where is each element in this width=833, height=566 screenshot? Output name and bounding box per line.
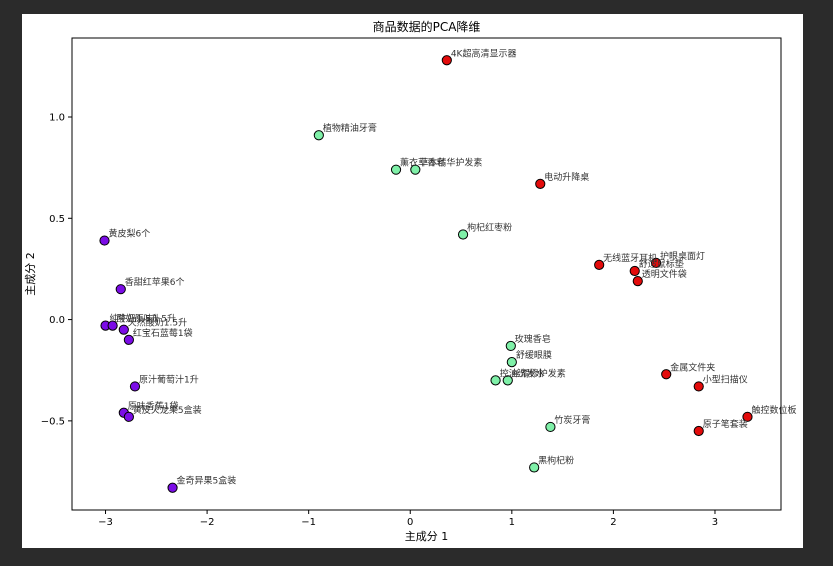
- data-point: [457, 229, 469, 240]
- data-point-label: 金属文件夹: [670, 361, 715, 373]
- data-point: [742, 411, 753, 422]
- data-point-label: 舒缓眼膜: [516, 349, 552, 361]
- data-point-label: 酸奶原味1.5升: [117, 313, 176, 325]
- data-point-label: 小型扫描仪: [703, 373, 748, 385]
- data-point: [167, 482, 178, 493]
- data-point: [123, 334, 134, 345]
- data-point: [506, 357, 517, 368]
- data-point: [99, 235, 110, 246]
- data-point: [632, 275, 643, 287]
- y-tick-label: 0.0: [49, 315, 65, 326]
- point-labels: 黄皮梨6个香甜红苹果6个纯牛奶1.5升酸奶原味1.5升天然酸奶1.5升红宝石蓝莓…: [109, 47, 797, 486]
- data-point: [661, 369, 672, 380]
- data-point-label: 黄皮梨6个: [109, 228, 151, 240]
- x-axis-title: 主成分 1: [405, 530, 449, 543]
- data-point-label: 触控数位板: [751, 404, 796, 416]
- data-point-label: 护眼桌面灯: [660, 250, 705, 262]
- data-point-label: 玫瑰香皂: [515, 333, 551, 345]
- data-point-label: 4K超高清显示器: [451, 47, 517, 59]
- data-point: [123, 411, 134, 422]
- x-tick-label: 2: [610, 517, 616, 528]
- data-point: [107, 320, 118, 331]
- data-point: [490, 375, 501, 386]
- data-point: [693, 425, 704, 437]
- data-point-label: 电动升降桌: [544, 171, 589, 183]
- x-tick-label: 1: [509, 517, 515, 528]
- pca-scatter-chart: 商品数据的PCA降维 主成分 1 主成分 2 −3 −2 −1 0 1 2 3 −0.5 0.0…: [24, 19, 797, 543]
- data-point-label: 竹炭牙膏: [554, 414, 590, 426]
- data-point-label: 无线蓝牙耳机: [603, 252, 657, 264]
- data-point: [502, 375, 513, 386]
- data-point-label: 黄皮火龙果5盒装: [133, 404, 202, 416]
- data-point-label: 枸杞红枣粉: [467, 221, 512, 233]
- x-tick-label: −3: [98, 517, 113, 528]
- data-point-label: 原子笔套装: [703, 418, 748, 430]
- y-axis-title: 主成分 2: [24, 252, 37, 296]
- data-point: [650, 257, 662, 268]
- data-point: [505, 340, 516, 352]
- data-point: [545, 421, 556, 433]
- x-tick-label: −1: [301, 517, 316, 528]
- data-point-label: 香甜红苹果6个: [125, 276, 185, 288]
- data-point: [535, 178, 546, 189]
- data-point: [629, 265, 640, 277]
- y-tick-label: 1.0: [49, 113, 65, 124]
- plot-area-frame: [71, 37, 782, 511]
- x-tick-label: 3: [712, 517, 718, 528]
- data-point-label: 原汁葡萄汁1升: [139, 373, 199, 385]
- data-point: [390, 164, 402, 175]
- data-point-label: 控油洗发水: [500, 367, 545, 379]
- data-point-label: 天然酸奶1.5升: [128, 317, 187, 329]
- data-point: [313, 130, 324, 141]
- axis-ticks: −3 −2 −1 0 1 2 3 −0.5 0.0 0.5 1.0: [41, 113, 718, 528]
- figure-canvas: 商品数据的PCA降维 主成分 1 主成分 2 −3 −2 −1 0 1 2 3 −0.5 0.0…: [22, 14, 803, 548]
- data-point-label: 红宝石蓝莓1袋: [133, 327, 193, 339]
- scatter-points: [99, 55, 753, 493]
- data-point-label: 舒适鼠标垫: [639, 258, 684, 270]
- data-point: [529, 462, 540, 473]
- data-point-label: 草本精华护发素: [419, 157, 482, 169]
- data-point-label: 透明文件袋: [642, 268, 687, 280]
- data-point: [118, 324, 129, 335]
- data-point-label: 薰衣草香皂: [400, 157, 445, 169]
- data-point-label: 丝滑修护发素: [512, 367, 566, 379]
- data-point-label: 植物精油牙膏: [323, 122, 377, 134]
- data-point-label: 黑枸杞粉: [538, 454, 574, 466]
- data-point: [129, 381, 141, 392]
- x-tick-label: 0: [407, 517, 413, 528]
- data-point: [115, 284, 126, 295]
- data-point-label: 金奇异果5盒装: [177, 475, 237, 487]
- data-point: [410, 164, 421, 175]
- data-point: [594, 259, 605, 270]
- data-point: [693, 381, 704, 392]
- x-tick-label: −2: [200, 517, 215, 528]
- y-tick-label: −0.5: [41, 416, 65, 427]
- chart-title: 商品数据的PCA降维: [373, 19, 481, 34]
- data-point-label: 原味香蕉1袋: [128, 400, 179, 412]
- y-tick-label: 0.5: [49, 214, 65, 225]
- data-point-label: 纯牛奶1.5升: [110, 313, 160, 325]
- data-point: [441, 55, 452, 66]
